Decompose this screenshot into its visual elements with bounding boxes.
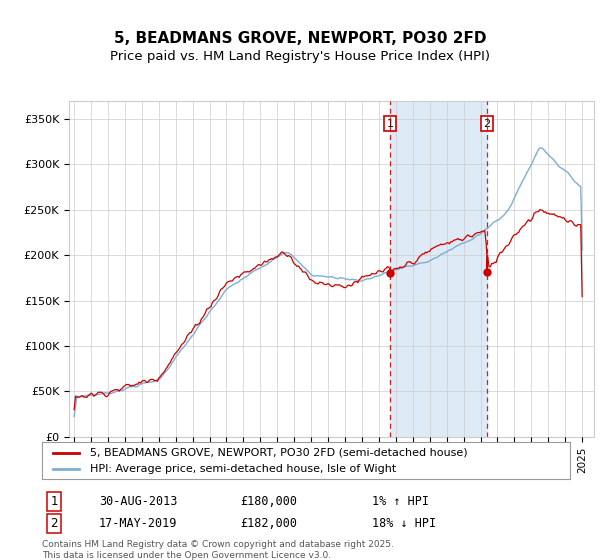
Bar <box>390 101 487 437</box>
Text: 5, BEADMANS GROVE, NEWPORT, PO30 2FD (semi-detached house): 5, BEADMANS GROVE, NEWPORT, PO30 2FD (se… <box>89 447 467 458</box>
Text: 30-AUG-2013: 30-AUG-2013 <box>99 494 178 508</box>
Text: 1: 1 <box>50 494 58 508</box>
Text: 1% ↑ HPI: 1% ↑ HPI <box>372 494 429 508</box>
Text: 17-MAY-2019: 17-MAY-2019 <box>99 517 178 530</box>
Text: 1: 1 <box>387 119 394 128</box>
Text: 2: 2 <box>484 119 490 128</box>
Text: £180,000: £180,000 <box>240 494 297 508</box>
Text: £182,000: £182,000 <box>240 517 297 530</box>
Text: HPI: Average price, semi-detached house, Isle of Wight: HPI: Average price, semi-detached house,… <box>89 464 396 474</box>
Text: 2: 2 <box>50 517 58 530</box>
Text: 5, BEADMANS GROVE, NEWPORT, PO30 2FD: 5, BEADMANS GROVE, NEWPORT, PO30 2FD <box>114 31 486 46</box>
Text: Price paid vs. HM Land Registry's House Price Index (HPI): Price paid vs. HM Land Registry's House … <box>110 50 490 63</box>
Text: Contains HM Land Registry data © Crown copyright and database right 2025.
This d: Contains HM Land Registry data © Crown c… <box>42 540 394 559</box>
Text: 18% ↓ HPI: 18% ↓ HPI <box>372 517 436 530</box>
